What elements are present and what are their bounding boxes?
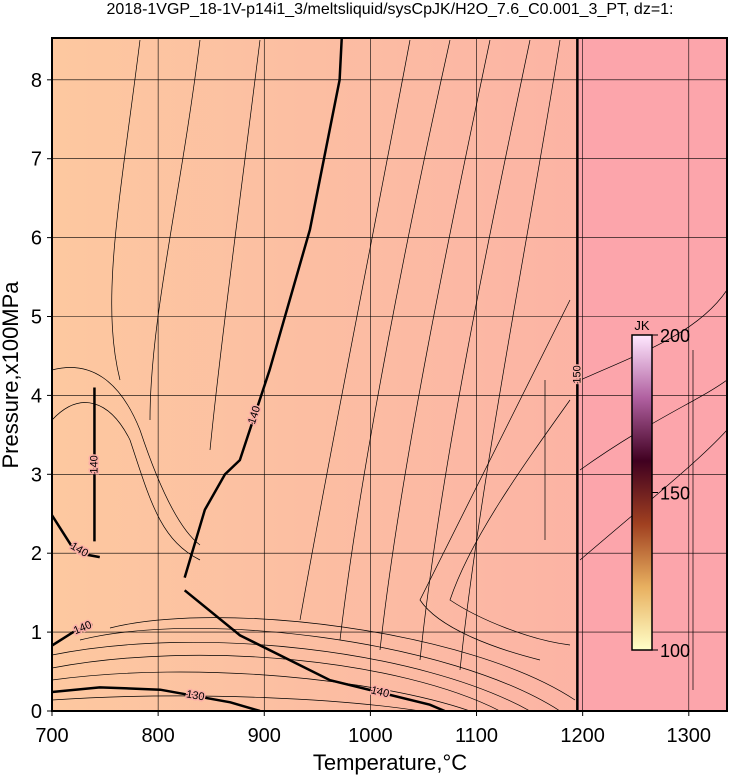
contour-label: 140 [88, 455, 100, 473]
contour-line [52, 623, 93, 647]
contour-label: 130 [185, 688, 205, 703]
contours [52, 38, 579, 711]
colorbar-tick-label: 100 [660, 641, 690, 661]
x-axis-label: Temperature,°C [313, 750, 467, 775]
y-tick-label: 0 [31, 701, 42, 723]
y-tick-label: 3 [31, 464, 42, 486]
plot-frame [51, 37, 728, 712]
grid: 700 800 900 1000 1100 1200 1300 0 1 2 3 4 5 6 7 8 [31, 38, 727, 747]
x-tick-label: 800 [141, 725, 174, 747]
y-tick-label: 6 [31, 228, 42, 250]
contour-line [52, 686, 261, 711]
x-tick-label: 900 [248, 725, 281, 747]
colorbar [631, 334, 653, 651]
y-axis-label: Pressure,x100MPa [0, 281, 23, 469]
y-tick-label: 2 [31, 543, 42, 565]
x-tick-label: 1200 [560, 725, 605, 747]
x-tick-label: 1000 [348, 725, 393, 747]
contour-line [183, 589, 446, 711]
y-tick-label: 8 [31, 70, 42, 92]
x-tick-label: 1100 [455, 725, 498, 747]
contour-label: 150 [571, 365, 583, 383]
chart-title: 2018-1VGP_18-1V-p14i1_3/meltsliquid/sysC… [106, 1, 673, 18]
colorbar-label: JK [634, 318, 650, 333]
y-tick-label: 4 [31, 385, 42, 407]
y-tick-label: 5 [31, 307, 42, 329]
colorbar-tick-label: 200 [660, 326, 690, 346]
y-tick-label: 1 [31, 622, 42, 644]
x-tick-label: 1300 [667, 725, 712, 747]
contour-line [52, 514, 100, 559]
thin-contours [52, 39, 727, 711]
x-tick-label: 700 [35, 725, 68, 747]
colorbar-tick-label: 150 [660, 484, 690, 504]
contour-line [183, 38, 343, 579]
y-tick-label: 7 [31, 149, 42, 171]
